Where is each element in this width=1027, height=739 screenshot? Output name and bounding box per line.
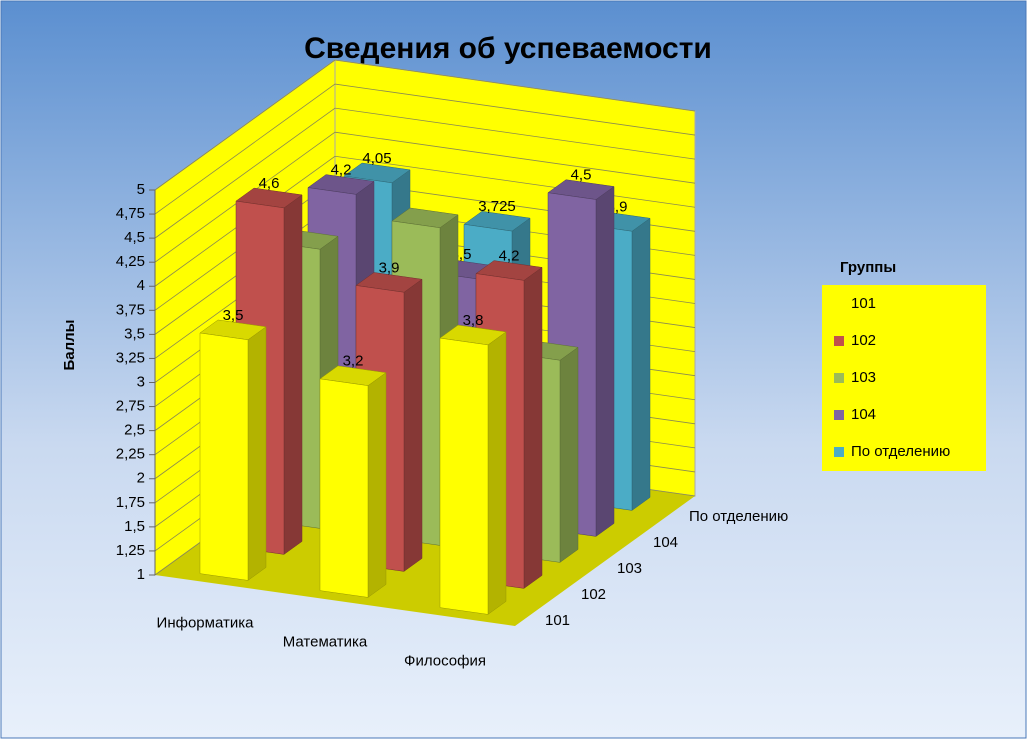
depth-tick-label: 104 — [653, 534, 678, 551]
bar-front — [439, 337, 489, 615]
depth-tick-label: 101 — [545, 612, 570, 629]
grid-line — [154, 59, 696, 191]
y-axis-label: Баллы — [61, 320, 78, 371]
bar-side — [403, 278, 423, 572]
x-tick-label: Философия — [404, 652, 486, 669]
y-tick-label: 1,25 — [116, 542, 145, 559]
data-label: 3,9 — [379, 259, 400, 276]
y-tick-label: 2 — [137, 470, 145, 487]
y-tick-label: 3,75 — [116, 301, 145, 318]
bar-side — [523, 266, 543, 589]
legend-swatch — [834, 373, 844, 383]
bar-side — [487, 331, 507, 615]
x-tick-label: Математика — [283, 633, 368, 650]
legend-title: Группы — [840, 259, 896, 276]
depth-tick-label: 102 — [581, 586, 606, 603]
legend-label: 102 — [851, 332, 876, 349]
data-label: 3,2 — [343, 353, 364, 370]
y-tick-label: 5 — [137, 181, 145, 198]
legend-label: 103 — [851, 369, 876, 386]
legend-swatch — [834, 410, 844, 420]
data-label: 3,8 — [463, 312, 484, 329]
y-tick-label: 4,5 — [124, 229, 145, 246]
data-label: 4,6 — [259, 175, 280, 192]
y-tick-label: 3,25 — [116, 349, 145, 366]
y-tick-label: 4 — [137, 277, 145, 294]
y-tick-label: 1,75 — [116, 494, 145, 511]
grid-line — [154, 107, 696, 239]
bar-side — [631, 217, 651, 511]
depth-tick-label: 103 — [617, 560, 642, 577]
legend-swatch — [834, 299, 844, 309]
data-label: 4,2 — [499, 247, 520, 264]
chart-title: Сведения об успеваемости — [304, 32, 712, 65]
bar — [439, 324, 507, 615]
grid-line — [154, 83, 696, 215]
y-tick-label: 4,75 — [116, 205, 145, 222]
data-label: 3,5 — [223, 307, 244, 324]
y-tick-label: 4,25 — [116, 253, 145, 270]
grid-line — [154, 131, 696, 263]
legend-label: 104 — [851, 406, 876, 423]
bar-side — [367, 372, 387, 598]
legend-swatch — [834, 447, 844, 457]
y-tick-label: 2,5 — [124, 422, 145, 439]
legend-label: 101 — [851, 295, 876, 312]
y-tick-label: 2,75 — [116, 398, 145, 415]
legend-swatch — [834, 336, 844, 346]
bar-side — [247, 326, 267, 581]
y-tick-label: 3,5 — [124, 325, 145, 342]
bar — [319, 365, 387, 598]
data-label: 3,725 — [478, 198, 516, 215]
y-tick-label: 1,5 — [124, 518, 145, 535]
legend-label: По отделению — [851, 443, 950, 460]
x-tick-label: Информатика — [157, 614, 255, 631]
legend-box — [822, 285, 986, 471]
y-tick-label: 1 — [137, 566, 145, 583]
bar — [199, 319, 267, 581]
bar-front — [319, 378, 369, 598]
bar-side — [283, 194, 303, 555]
bar-front — [199, 332, 249, 581]
bar-side — [595, 186, 615, 537]
data-label: 4,5 — [571, 167, 592, 184]
y-tick-label: 3 — [137, 373, 145, 390]
y-tick-label: 2,25 — [116, 446, 145, 463]
depth-tick-label: По отделению — [689, 508, 788, 525]
data-label: 4,2 — [331, 161, 352, 178]
data-label: 4,05 — [362, 150, 391, 167]
bar-side — [559, 346, 579, 563]
